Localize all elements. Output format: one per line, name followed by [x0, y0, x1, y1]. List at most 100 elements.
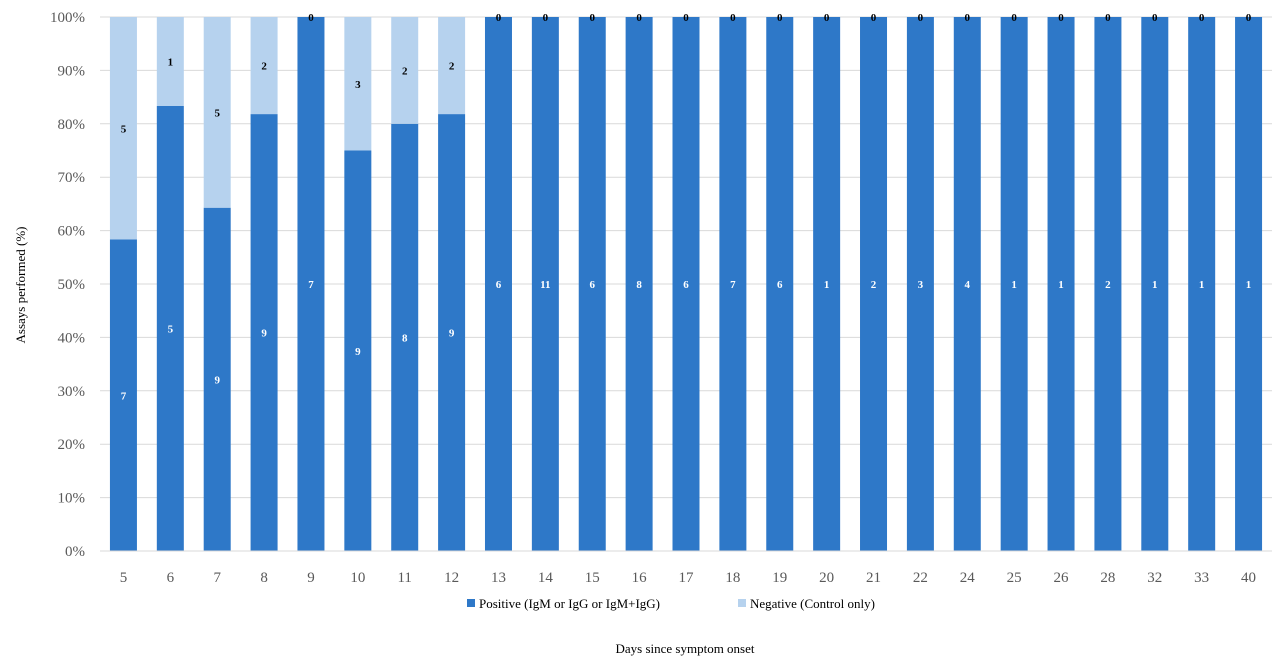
x-tick-label: 14	[538, 570, 554, 586]
bar-positive	[531, 17, 559, 551]
x-axis-title: Days since symptom onset	[615, 641, 754, 656]
x-tick-label: 32	[1147, 570, 1162, 586]
legend-label-negative: Negative (Control only)	[750, 596, 875, 611]
x-tick-label: 24	[960, 570, 976, 586]
data-label-positive: 5	[168, 324, 174, 336]
data-label-negative: 0	[730, 12, 736, 24]
bar-positive	[1235, 17, 1263, 551]
data-label-positive: 2	[1105, 279, 1111, 291]
data-label-positive: 1	[1011, 279, 1017, 291]
x-tick-label: 10	[350, 570, 365, 586]
x-tick-label: 33	[1194, 570, 1209, 586]
data-label-positive: 9	[214, 374, 220, 386]
bar-positive	[203, 207, 231, 551]
x-tick-label: 26	[1054, 570, 1070, 586]
data-label-negative: 0	[543, 12, 549, 24]
y-axis-title: Assays performed (%)	[13, 227, 28, 344]
bar-positive	[1141, 17, 1169, 551]
data-label-positive: 3	[918, 279, 924, 291]
bar-positive	[1188, 17, 1216, 551]
bar-positive	[297, 17, 325, 551]
bar-positive	[156, 106, 184, 551]
bar-negative	[203, 17, 231, 208]
data-label-negative: 0	[308, 12, 314, 24]
data-label-negative: 2	[449, 61, 455, 73]
data-label-negative: 2	[402, 65, 408, 77]
data-label-negative: 5	[121, 123, 127, 135]
data-label-positive: 9	[449, 328, 455, 340]
x-tick-label: 21	[866, 570, 881, 586]
x-tick-label: 28	[1100, 570, 1115, 586]
bar-positive	[578, 17, 606, 551]
data-label-positive: 7	[308, 279, 314, 291]
y-tick-label: 90%	[58, 63, 86, 79]
bar-positive	[953, 17, 981, 551]
data-label-negative: 0	[496, 12, 502, 24]
x-tick-label: 25	[1007, 570, 1022, 586]
data-label-negative: 0	[1246, 12, 1252, 24]
x-tick-label: 12	[444, 570, 459, 586]
data-label-negative: 0	[589, 12, 595, 24]
data-label-positive: 1	[824, 279, 830, 291]
bar-negative	[250, 17, 278, 115]
y-tick-label: 60%	[58, 224, 86, 240]
data-label-positive: 9	[261, 328, 267, 340]
legend: Positive (IgM or IgG or IgM+IgG) Negative…	[467, 596, 875, 611]
y-tick-label: 0%	[65, 544, 85, 560]
bar-positive	[250, 114, 278, 551]
bar-positive	[625, 17, 653, 551]
x-tick-label: 18	[725, 570, 740, 586]
bar-positive	[766, 17, 794, 551]
data-label-negative: 0	[871, 12, 877, 24]
bar-positive	[860, 17, 888, 551]
bar-positive	[1094, 17, 1122, 551]
data-label-positive: 6	[777, 279, 783, 291]
y-tick-label: 50%	[58, 277, 86, 293]
bar-positive	[1000, 17, 1028, 551]
data-label-negative: 0	[1058, 12, 1064, 24]
bar-negative	[438, 17, 466, 115]
bar-negative	[344, 17, 372, 151]
data-label-negative: 0	[1199, 12, 1205, 24]
bar-positive	[484, 17, 512, 551]
data-label-negative: 0	[824, 12, 830, 24]
data-label-negative: 0	[1152, 12, 1158, 24]
data-label-negative: 0	[636, 12, 642, 24]
bar-positive	[672, 17, 700, 551]
data-label-positive: 7	[121, 390, 127, 402]
data-label-negative: 0	[965, 12, 971, 24]
data-label-positive: 8	[636, 279, 642, 291]
bar-positive	[1047, 17, 1075, 551]
x-tick-label: 17	[679, 570, 695, 586]
data-label-positive: 7	[730, 279, 736, 291]
data-label-negative: 2	[261, 61, 267, 73]
bar-negative	[109, 17, 137, 240]
x-tick-label: 11	[397, 570, 411, 586]
y-tick-label: 100%	[50, 10, 85, 26]
data-label-negative: 5	[214, 107, 220, 119]
x-tick-label: 9	[307, 570, 315, 586]
y-tick-label: 20%	[58, 437, 86, 453]
data-label-positive: 8	[402, 332, 408, 344]
x-tick-label: 40	[1241, 570, 1256, 586]
data-label-positive: 1	[1152, 279, 1158, 291]
legend-swatch-negative	[738, 599, 746, 607]
data-label-positive: 6	[496, 279, 502, 291]
y-tick-label: 40%	[58, 330, 86, 346]
data-label-positive: 1	[1199, 279, 1205, 291]
data-label-positive: 1	[1246, 279, 1252, 291]
data-label-positive: 6	[683, 279, 689, 291]
x-tick-label: 13	[491, 570, 506, 586]
x-tick-label: 8	[260, 570, 268, 586]
bar-positive	[109, 239, 137, 551]
bars	[109, 17, 1263, 552]
y-tick-label: 10%	[58, 491, 86, 507]
bar-negative	[156, 17, 184, 106]
x-tick-label: 6	[167, 570, 175, 586]
data-label-positive: 2	[871, 279, 877, 291]
x-tick-label: 15	[585, 570, 600, 586]
x-tick-label: 22	[913, 570, 928, 586]
axes: 0%10%20%30%40%50%60%70%80%90%100%5 6 7 8 9 10…	[50, 10, 1272, 586]
y-tick-label: 70%	[58, 170, 86, 186]
